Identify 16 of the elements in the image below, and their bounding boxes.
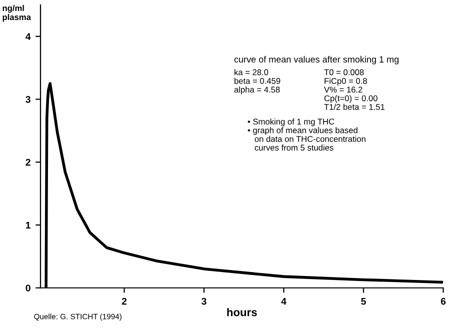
annotation: curve of mean values after smoking 1 mg <box>234 56 398 64</box>
x-axis-title: hours <box>227 308 257 316</box>
y-tick-label: 2 <box>26 158 30 166</box>
annotation: • Smoking of 1 mg THC • graph of mean values based on data on THC-concentration curves from 5 studies <box>248 118 366 151</box>
x-tick-label: 2 <box>122 298 127 305</box>
annotation: ka = 28.0 beta = 0.459 alpha = 4.58 <box>234 69 280 94</box>
x-tick-label: 5 <box>361 298 366 305</box>
x-tick-label: 4 <box>281 298 286 305</box>
y-tick-label: 0 <box>26 284 30 292</box>
y-axis-title: ng/ml plasma <box>2 4 32 22</box>
x-tick-label: 6 <box>440 298 446 305</box>
x-tick-label: 3 <box>202 298 206 305</box>
annotation: T0 = 0.008 FiCp0 = 0.8 V% = 16.2 Cp(t=0) = 0.00 T1/2 beta = 1.51 <box>324 69 385 110</box>
y-tick-label: 3 <box>26 96 30 103</box>
y-tick-label: 1 <box>26 222 31 229</box>
y-tick-label: 4 <box>26 33 31 40</box>
